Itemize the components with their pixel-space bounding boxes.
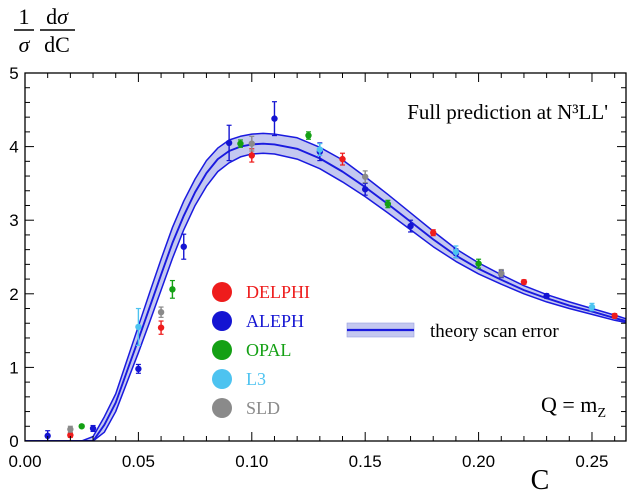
x-tick-label: 0.25 <box>575 452 608 471</box>
y-tick-label: 3 <box>9 211 18 230</box>
legend-marker-opal <box>212 340 232 360</box>
chart-title: Full prediction at N³LL' <box>407 100 608 124</box>
y-label-denominator-dc: dC <box>44 32 70 57</box>
data-point-aleph-2 <box>135 365 142 373</box>
x-tick-label: 0.15 <box>349 452 382 471</box>
legend-label-delphi: DELPHI <box>246 282 310 302</box>
y-axis-label: 1 σ dσ dC <box>14 4 75 57</box>
data-point-opal-2 <box>237 140 244 147</box>
data-point-sld-4 <box>498 269 505 277</box>
data-points-layer <box>44 101 618 441</box>
y-tick-label: 1 <box>9 358 18 377</box>
data-point-opal-3 <box>305 132 312 139</box>
q-annotation: Q = mZ <box>541 392 606 421</box>
series-opal <box>78 131 482 430</box>
series-sld <box>67 135 505 433</box>
data-point-aleph-4 <box>225 139 233 147</box>
legend-marker-delphi <box>212 282 232 302</box>
legend-theory-band: theory scan error <box>346 321 559 342</box>
legend-marker-sld <box>212 398 232 418</box>
data-point-sld-2 <box>248 140 255 147</box>
data-point-l3-0 <box>135 323 142 331</box>
y-label-numerator-1: 1 <box>19 4 30 29</box>
axes-layer: 0.00 0.05 0.10 0.15 0.20 0.25 0 1 2 3 4 5 <box>8 64 627 471</box>
data-point-sld-3 <box>361 173 369 180</box>
data-point-aleph-1 <box>89 425 97 432</box>
data-point-opal-0 <box>78 423 85 430</box>
data-point-aleph-3 <box>180 243 187 250</box>
y-tick-label: 2 <box>9 285 18 304</box>
data-point-delphi-6 <box>611 312 618 320</box>
legend-marker-l3 <box>212 369 232 389</box>
x-axis-label: C <box>531 465 550 493</box>
legend-marker-aleph <box>212 311 232 331</box>
theory-band-layer <box>25 132 626 441</box>
data-point-delphi-2 <box>248 152 255 159</box>
legend-label-opal: OPAL <box>246 340 291 360</box>
data-point-opal-1 <box>169 286 176 293</box>
data-point-l3-2 <box>452 248 460 256</box>
data-point-delphi-1 <box>157 324 165 331</box>
legend: DELPHI ALEPH OPAL L3 SLD <box>212 282 310 418</box>
data-point-l3-3 <box>588 303 596 311</box>
data-point-sld-1 <box>157 309 165 316</box>
legend-label-l3: L3 <box>246 369 266 389</box>
theory-band-upper-line <box>25 132 626 441</box>
data-point-l3-1 <box>316 146 324 153</box>
data-point-aleph-8 <box>407 222 414 230</box>
legend-label-aleph: ALEPH <box>246 311 304 331</box>
data-point-sld-0 <box>67 426 74 433</box>
x-tick-label: 0.00 <box>8 452 41 471</box>
legend-theory-label: theory scan error <box>430 321 559 342</box>
y-tick-label: 4 <box>9 138 18 157</box>
x-tick-label: 0.10 <box>235 452 268 471</box>
y-tick-label: 5 <box>9 64 18 83</box>
series-aleph <box>44 101 550 441</box>
y-tick-label: 0 <box>9 432 18 451</box>
data-point-delphi-4 <box>430 229 437 236</box>
data-point-opal-4 <box>384 200 392 208</box>
data-point-opal-5 <box>475 260 482 267</box>
plot-frame <box>24 72 627 442</box>
legend-label-sld: SLD <box>246 398 280 418</box>
data-point-delphi-3 <box>339 155 346 163</box>
data-point-aleph-5 <box>271 115 278 122</box>
data-point-delphi-5 <box>520 278 528 286</box>
x-tick-label: 0.05 <box>122 452 155 471</box>
data-point-delphi-0 <box>67 431 74 439</box>
y-label-denominator-sigma: σ <box>19 32 31 57</box>
y-label-numerator-dsigma: dσ <box>46 4 69 29</box>
x-tick-label: 0.20 <box>462 452 495 471</box>
theory-central-line <box>25 142 626 441</box>
data-point-aleph-0 <box>44 432 51 440</box>
data-point-aleph-7 <box>361 186 369 193</box>
theory-band-lower-line <box>25 152 626 441</box>
data-point-aleph-11 <box>543 292 550 300</box>
series-l3 <box>135 143 596 346</box>
